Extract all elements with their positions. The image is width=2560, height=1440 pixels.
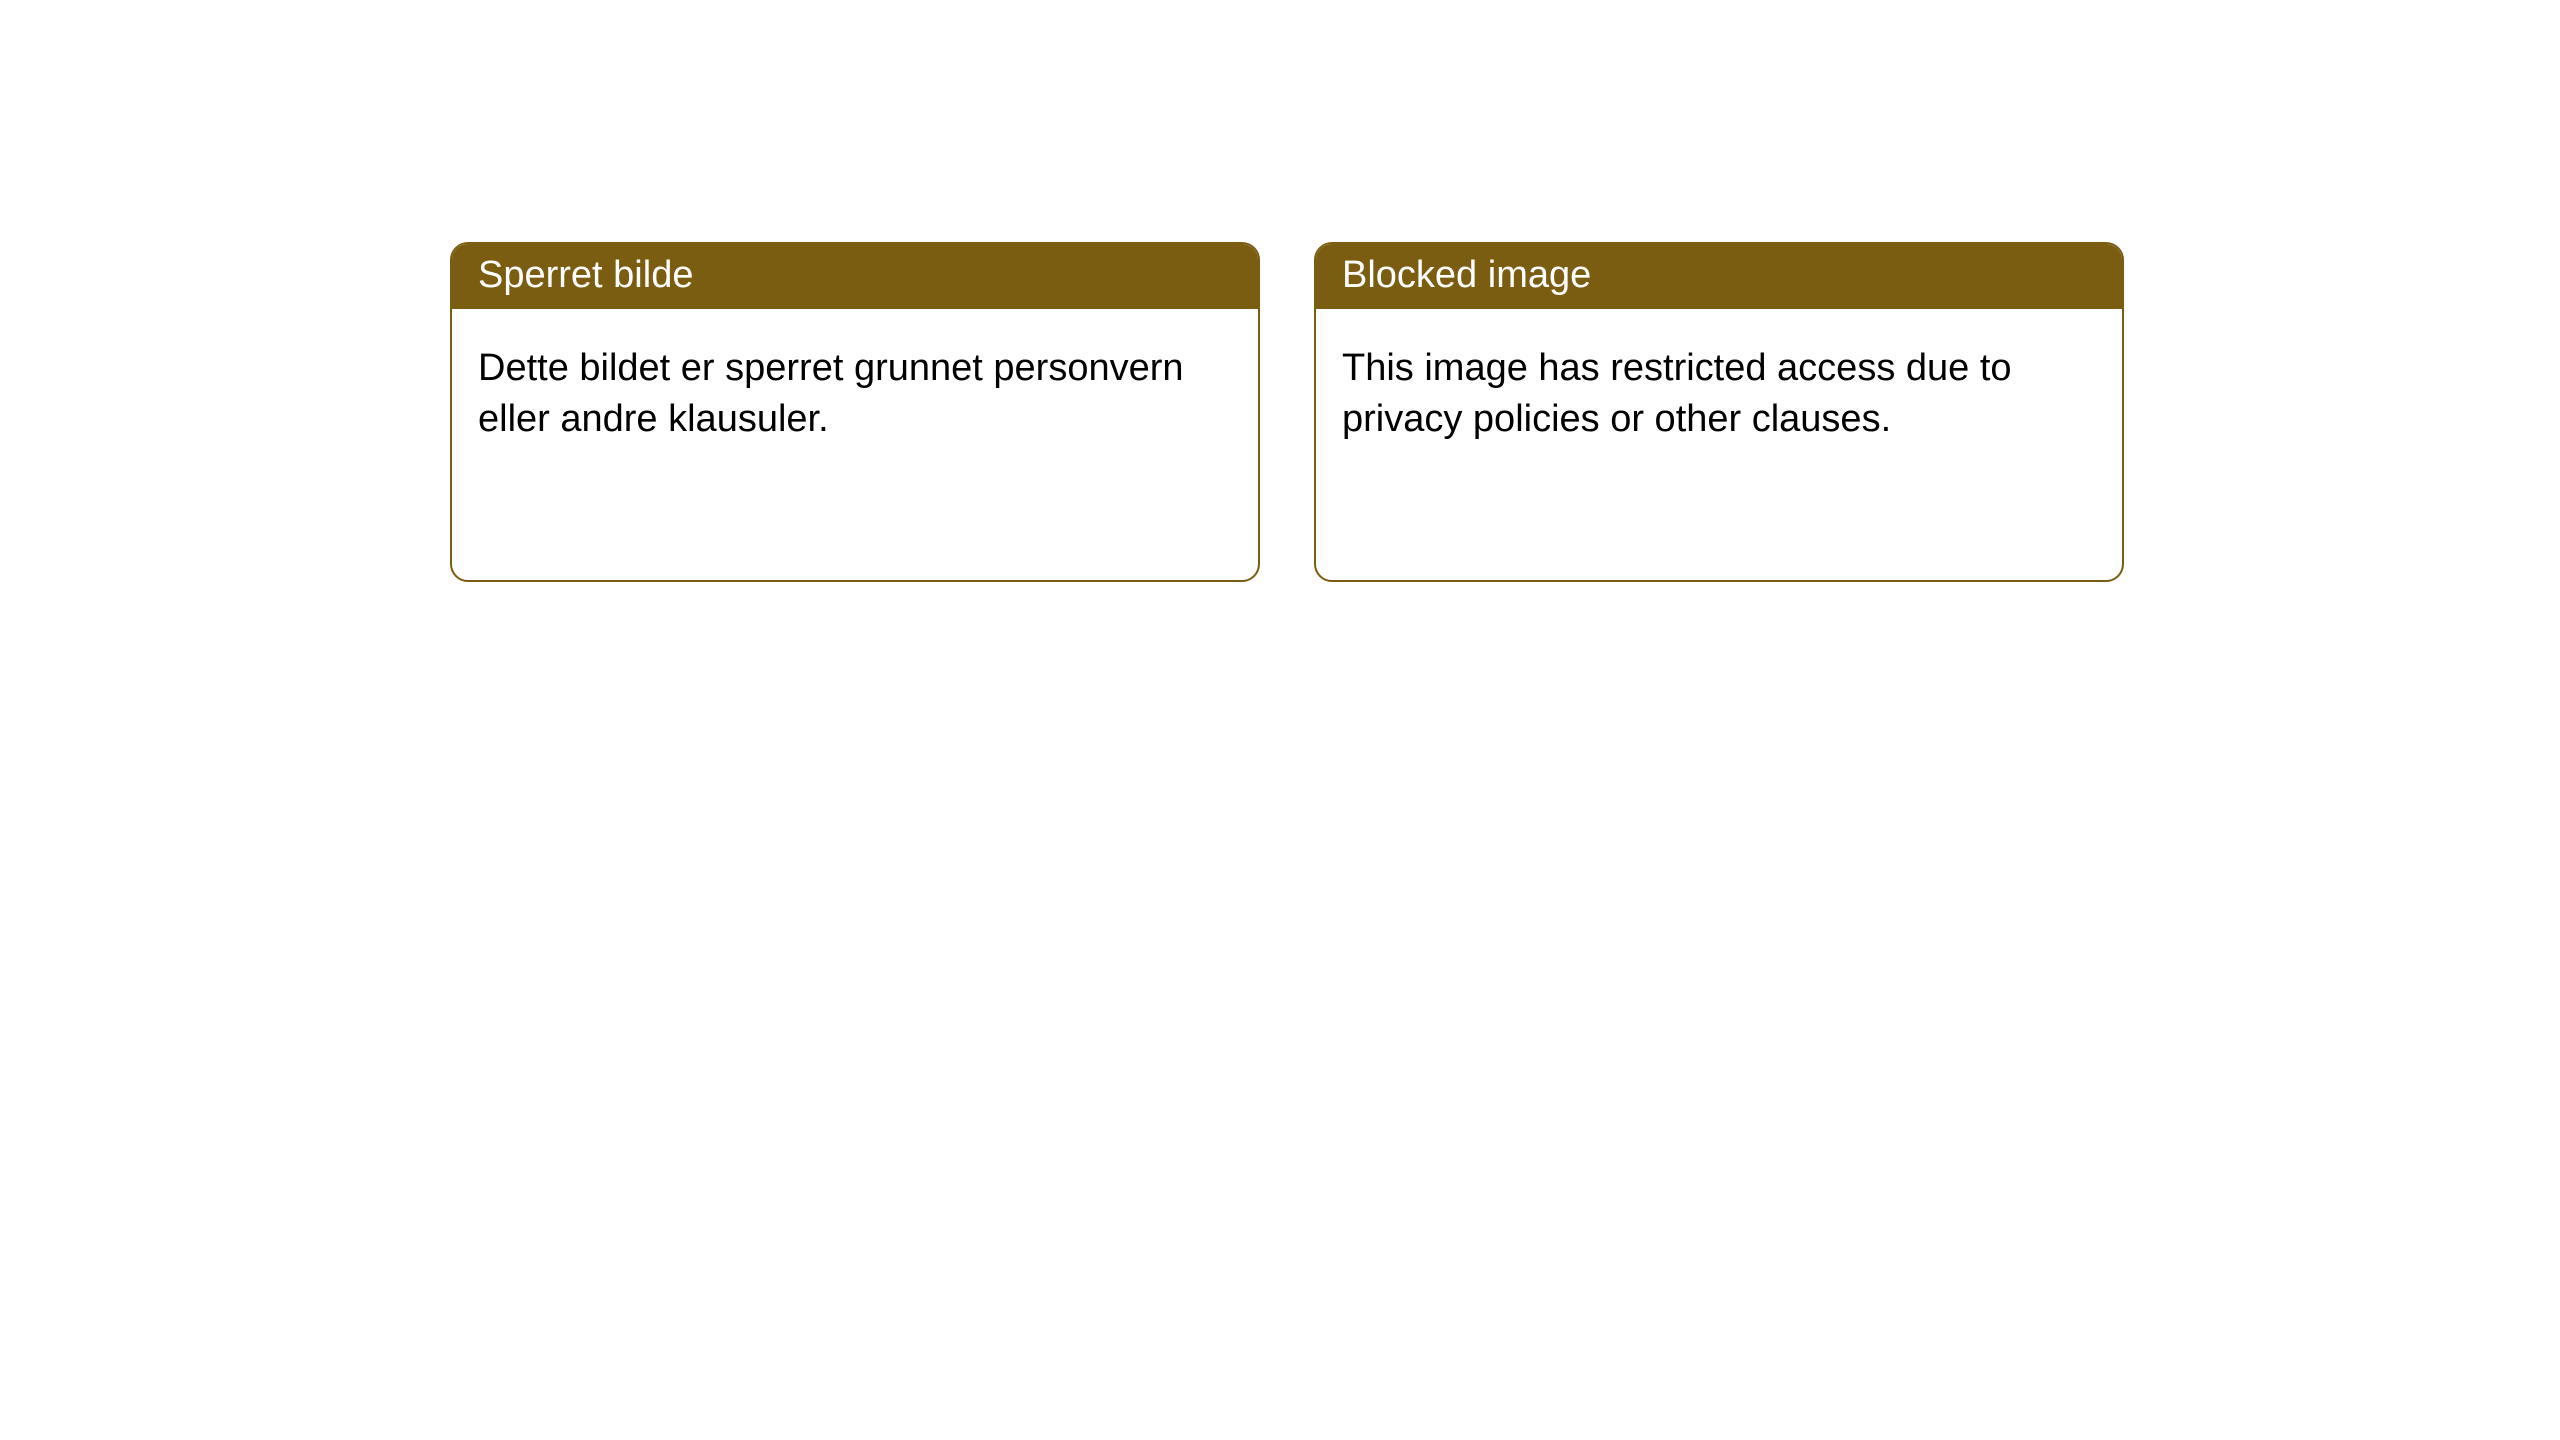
notice-body-en: This image has restricted access due to …: [1316, 309, 2122, 480]
notice-card-en: Blocked image This image has restricted …: [1314, 242, 2124, 582]
notice-title-no: Sperret bilde: [452, 244, 1258, 309]
notice-card-no: Sperret bilde Dette bildet er sperret gr…: [450, 242, 1260, 582]
notice-body-no: Dette bildet er sperret grunnet personve…: [452, 309, 1258, 480]
notice-title-en: Blocked image: [1316, 244, 2122, 309]
notice-container: Sperret bilde Dette bildet er sperret gr…: [0, 0, 2560, 582]
